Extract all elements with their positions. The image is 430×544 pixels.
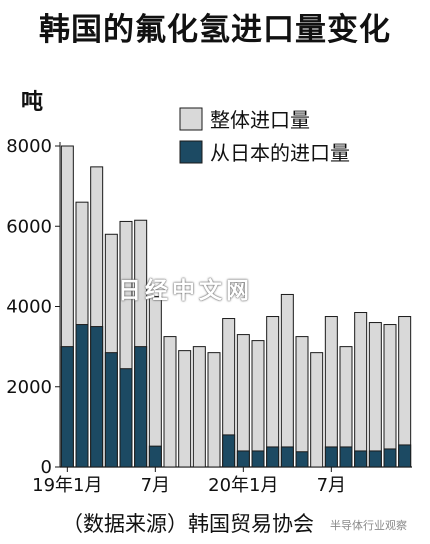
legend-label: 整体进口量 [210,108,310,132]
bar-japan-import [119,368,133,468]
bar-total-import [383,324,397,468]
y-tick-label: 4000 [6,297,52,318]
bar-japan-import [75,324,89,468]
bar-total-import [192,346,206,468]
bar-total-import [324,316,338,468]
bar-japan-import [324,446,338,468]
bar-total-import [280,293,294,468]
corner-watermark: 半导体行业观察 [330,519,407,532]
legend-swatch [179,107,203,131]
bar-japan-import [295,451,309,468]
bar-total-import [295,336,309,468]
bar-total-import [398,316,412,468]
legend-label: 从日本的进口量 [210,141,350,165]
bar-japan-import [222,434,236,468]
bar-total-import [354,312,368,468]
bar-japan-import [398,444,412,468]
source-note: （数据来源）韩国贸易协会 [62,512,314,536]
x-tick-label: 19年1月 [32,475,102,496]
bar-total-import [178,350,192,468]
bar-total-import [251,340,265,468]
y-tick-label: 8000 [6,136,52,157]
x-tick-label: 20年1月 [208,475,278,496]
bar-total-import [163,336,177,468]
bar-japan-import [368,450,382,468]
bar-japan-import [251,450,265,468]
bar-japan-import [383,448,397,468]
x-tick-label: 7月 [141,475,170,496]
bar-total-import [310,352,324,468]
bar-japan-import [354,450,368,468]
bar-japan-import [90,326,104,468]
bar-japan-import [104,352,118,468]
bar-japan-import [148,445,162,468]
bar-total-import [148,295,162,468]
watermark-text: 日经中文网 [118,278,253,304]
bar-japan-import [134,346,148,468]
chart-title: 韩国的氟化氢进口量变化 [39,12,391,48]
y-tick-label: 2000 [6,377,52,398]
bar-japan-import [236,450,250,468]
bar-total-import [236,334,250,468]
bar-japan-import [60,346,74,468]
bar-total-import [368,322,382,468]
legend-swatch [179,140,203,164]
bar-japan-import [280,446,294,468]
y-tick-label: 0 [41,457,52,478]
y-unit-label: 吨 [21,90,44,115]
bar-japan-import [339,446,353,468]
bar-total-import [207,352,221,468]
bar-japan-import [266,446,280,468]
x-tick-label: 7月 [317,475,346,496]
y-tick-label: 6000 [6,216,52,237]
bar-total-import [266,316,280,468]
